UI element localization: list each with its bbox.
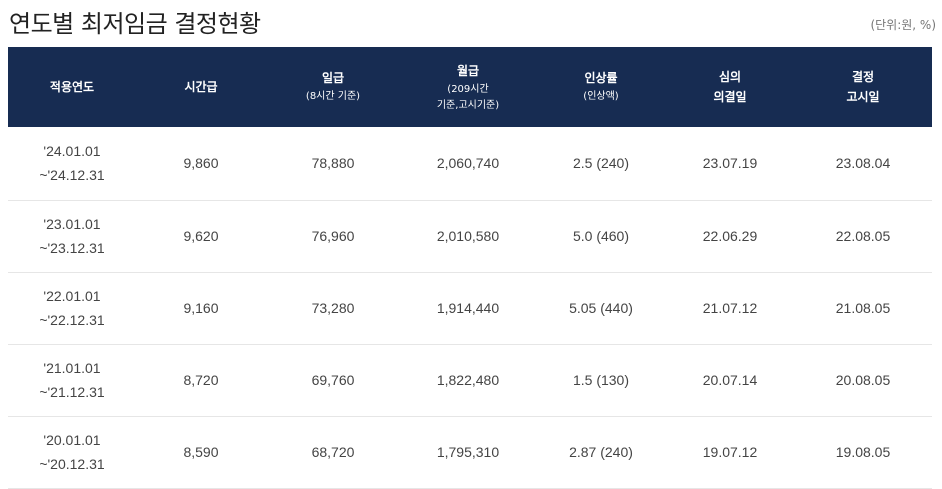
table-row: '20.01.01 ~'20.12.31 8,590 68,720 1,795,310 2…	[8, 416, 932, 488]
cell-increase: 1.5 (130)	[572, 372, 630, 388]
cell-notice: 22.08.05	[835, 228, 891, 244]
period-start: '23.01.01	[43, 216, 101, 232]
table-row: '23.01.01 ~'23.12.31 9,620 76,960 2,010,580 5…	[8, 200, 932, 272]
cell-deliberation: 20.07.14	[702, 372, 758, 388]
table-row: '21.01.01 ~'21.12.31 8,720 69,760 1,822,480 1…	[8, 344, 932, 416]
cell-hourly: 9,620	[183, 228, 219, 244]
period-start: '21.01.01	[43, 360, 101, 376]
period-end: ~'24.12.31	[39, 167, 105, 184]
col-header-notice: 결정 고시일	[846, 70, 880, 104]
col-header-monthly: 월급 (209시간 기준,고시기준)	[436, 64, 500, 111]
cell-increase: 5.0 (460)	[572, 228, 630, 244]
col-header-increase: 인상률 (인상액)	[583, 71, 619, 102]
period-end: ~'23.12.31	[39, 240, 105, 256]
cell-deliberation: 21.07.12	[702, 300, 758, 316]
cell-period: '21.01.01 ~'21.12.31	[8, 344, 136, 416]
cell-period: '23.01.01 ~'23.12.31	[8, 200, 136, 272]
cell-period: '22.01.01 ~'22.12.31	[8, 272, 136, 344]
cell-notice: 21.08.05	[835, 300, 891, 316]
cell-deliberation: 22.06.29	[702, 228, 758, 244]
unit-note: (단위:원, %)	[870, 18, 936, 32]
cell-period: '24.01.01 ~'24.12.31	[8, 127, 136, 200]
cell-monthly: 1,822,480	[436, 372, 500, 388]
cell-monthly: 1,795,310	[436, 444, 500, 460]
col-header-deliberation: 심의 의결일	[713, 70, 747, 104]
cell-daily: 73,280	[311, 300, 355, 316]
cell-notice: 23.08.04	[835, 155, 891, 172]
col-header-hourly: 시간급	[184, 80, 218, 94]
cell-hourly: 8,720	[183, 372, 219, 388]
cell-daily: 76,960	[311, 228, 355, 244]
cell-increase: 2.5 (240)	[572, 155, 630, 172]
col-header-daily: 일급 (8시간 기준)	[305, 71, 361, 102]
cell-daily: 69,760	[311, 372, 355, 388]
cell-daily: 78,880	[311, 155, 355, 172]
period-end: ~'21.12.31	[39, 384, 105, 400]
cell-period: '20.01.01 ~'20.12.31	[8, 416, 136, 488]
cell-monthly: 2,010,580	[436, 228, 500, 244]
table-row: '22.01.01 ~'22.12.31 9,160 73,280 1,914,440 5…	[8, 272, 932, 344]
period-start: '22.01.01	[43, 288, 101, 304]
page-title: 연도별 최저임금 결정현황	[9, 10, 261, 38]
period-end: ~'20.12.31	[39, 456, 105, 472]
cell-hourly: 9,860	[183, 155, 219, 172]
cell-daily: 68,720	[311, 444, 355, 460]
cell-hourly: 8,590	[183, 444, 219, 460]
cell-notice: 20.08.05	[835, 372, 891, 388]
cell-notice: 19.08.05	[835, 444, 891, 460]
cell-deliberation: 19.07.12	[702, 444, 758, 460]
cell-increase: 5.05 (440)	[569, 300, 633, 316]
period-end: ~'22.12.31	[39, 312, 105, 328]
cell-monthly: 2,060,740	[436, 155, 500, 172]
period-start: '24.01.01	[43, 143, 101, 160]
cell-hourly: 9,160	[183, 300, 219, 316]
cell-deliberation: 23.07.19	[702, 155, 758, 172]
cell-monthly: 1,914,440	[436, 300, 500, 316]
minimum-wage-table: 적용연도 시간급 일급 (8시간 기준) 월급 (209시간 기준,고시기준) …	[8, 47, 932, 489]
table-row: '24.01.01 ~'24.12.31 9,860 78,880 2,060,740 2…	[8, 127, 932, 200]
period-start: '20.01.01	[43, 432, 101, 448]
cell-increase: 2.87 (240)	[569, 444, 633, 460]
table-header-row: 적용연도 시간급 일급 (8시간 기준) 월급 (209시간 기준,고시기준) …	[8, 47, 932, 127]
col-header-period: 적용연도	[49, 80, 95, 94]
